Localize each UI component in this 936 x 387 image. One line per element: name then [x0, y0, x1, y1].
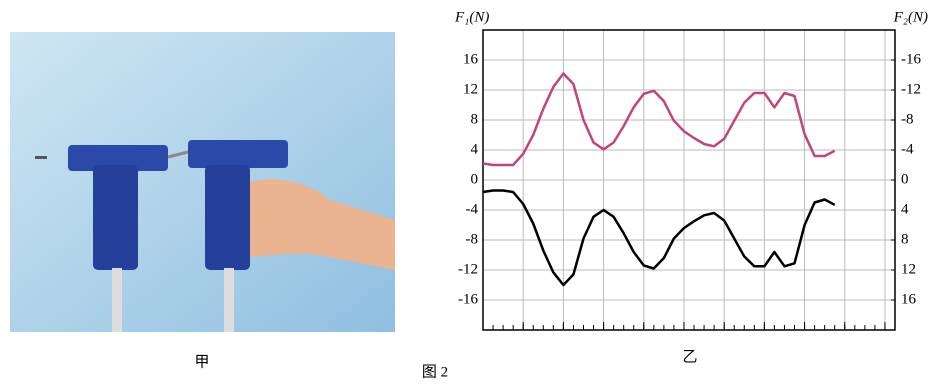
y2-tick-label: 4: [901, 201, 909, 217]
y-tick-label: 8: [471, 111, 479, 127]
photo-label: 甲: [194, 354, 209, 370]
y-tick-label: -8: [466, 231, 479, 247]
y2-tick-label: 0: [901, 171, 909, 187]
y2-tick-label: -12: [901, 81, 921, 97]
data-line: [483, 74, 835, 166]
figure: 甲 图 2 乙 F₁(N) F₂(N) 16 12 8 4 0 -4 -8 -12 -16 -16…: [0, 0, 936, 382]
y2-tick-label: 12: [901, 261, 916, 277]
y-tick-label: -16: [458, 291, 478, 307]
y2-tick-label: -8: [901, 111, 914, 127]
y2-axis-label: F₂(N): [893, 9, 928, 25]
photo: [10, 32, 395, 332]
y-tick-label: -12: [458, 261, 478, 277]
y2-tick-label: -16: [901, 51, 921, 67]
y-tick-label: 0: [471, 171, 479, 187]
page: {"chart_data": {"type": "line", "y_label…: [0, 0, 936, 382]
x-axis-label: 乙: [682, 349, 697, 365]
y-axis-label: F₁(N): [454, 9, 489, 25]
y-tick-label: -4: [466, 201, 479, 217]
y-tick-label: 4: [471, 141, 479, 157]
y2-tick-label: 16: [901, 291, 917, 307]
y-tick-label: 16: [463, 51, 479, 67]
y2-tick-label: -4: [901, 141, 914, 157]
data-line: [483, 191, 835, 286]
y-tick-label: 12: [463, 81, 478, 97]
figure-label: 图 2: [422, 363, 448, 380]
y2-tick-label: 8: [901, 231, 909, 247]
